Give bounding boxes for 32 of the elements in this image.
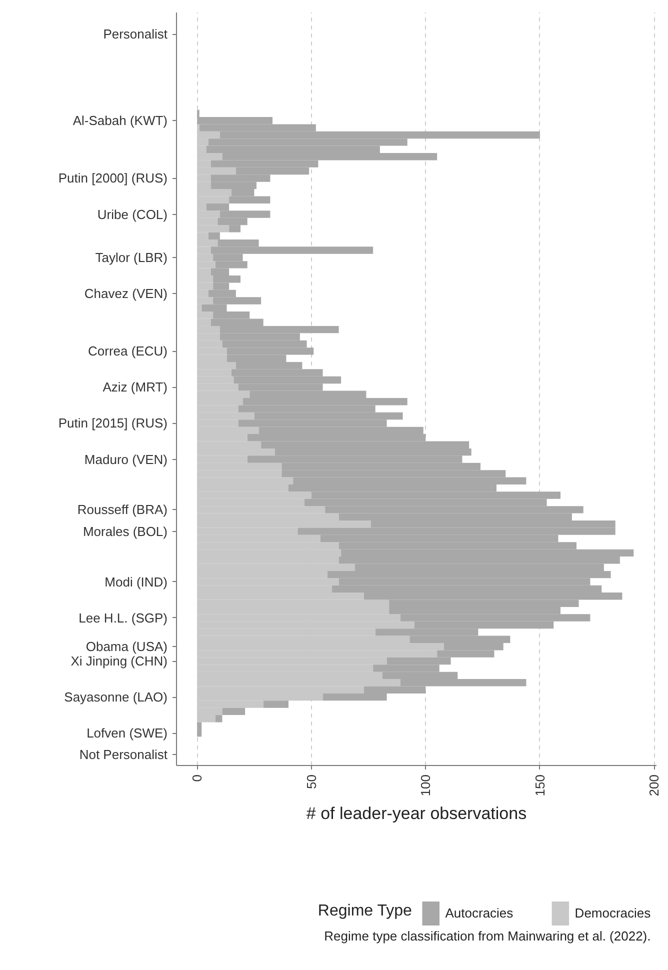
x-tick-label: 100 <box>418 774 434 796</box>
legend-title: Regime Type <box>318 902 412 920</box>
x-tick-label: 0 <box>190 774 205 782</box>
y-tick-label: Personalist <box>103 26 168 42</box>
y-tick-label: Not Personalist <box>79 747 168 762</box>
y-tick-label: Sayasonne (LAO) <box>64 690 168 705</box>
x-tick-label: 200 <box>646 774 662 796</box>
y-tick-label: Correa (ECU) <box>88 344 168 359</box>
y-tick-label: Putin [2000] (RUS) <box>58 170 168 186</box>
y-tick-label: Obama (USA) <box>86 639 168 654</box>
y-tick-label: Putin [2015] (RUS) <box>58 416 168 431</box>
bar <box>222 708 246 716</box>
x-axis-title: # of leader-year observations <box>306 804 527 824</box>
y-tick-label: Aziz (MRT) <box>102 380 168 395</box>
bar <box>263 700 288 708</box>
y-tick-label: Al-Sabah (KWT) <box>72 113 168 128</box>
legend-label: Democracies <box>574 906 652 920</box>
y-tick-label: Lofven (SWE) <box>86 726 168 741</box>
y-tick-label: Lee H.L. (SGP) <box>78 610 168 626</box>
y-tick-label: Morales (BOL) <box>82 524 168 539</box>
bar <box>215 715 222 722</box>
y-tick-label: Rousseff (BRA) <box>77 502 168 518</box>
y-tick-label: Taylor (LBR) <box>95 250 168 265</box>
text: Regime type classification from Mainwaring et al. (2022). <box>324 928 651 944</box>
y-tick-label: Chavez (VEN) <box>84 286 168 302</box>
x-tick-label: 50 <box>304 774 319 789</box>
y-tick-label: Modi (IND) <box>104 574 168 590</box>
y-tick-label: Xi Jinping (CHN) <box>70 654 168 669</box>
x-tick-label: 150 <box>532 774 548 796</box>
y-tick-label: Uribe (COL) <box>97 206 168 222</box>
legend-label: Autocracies <box>445 906 514 920</box>
y-tick-label: Maduro (VEN) <box>84 452 168 467</box>
